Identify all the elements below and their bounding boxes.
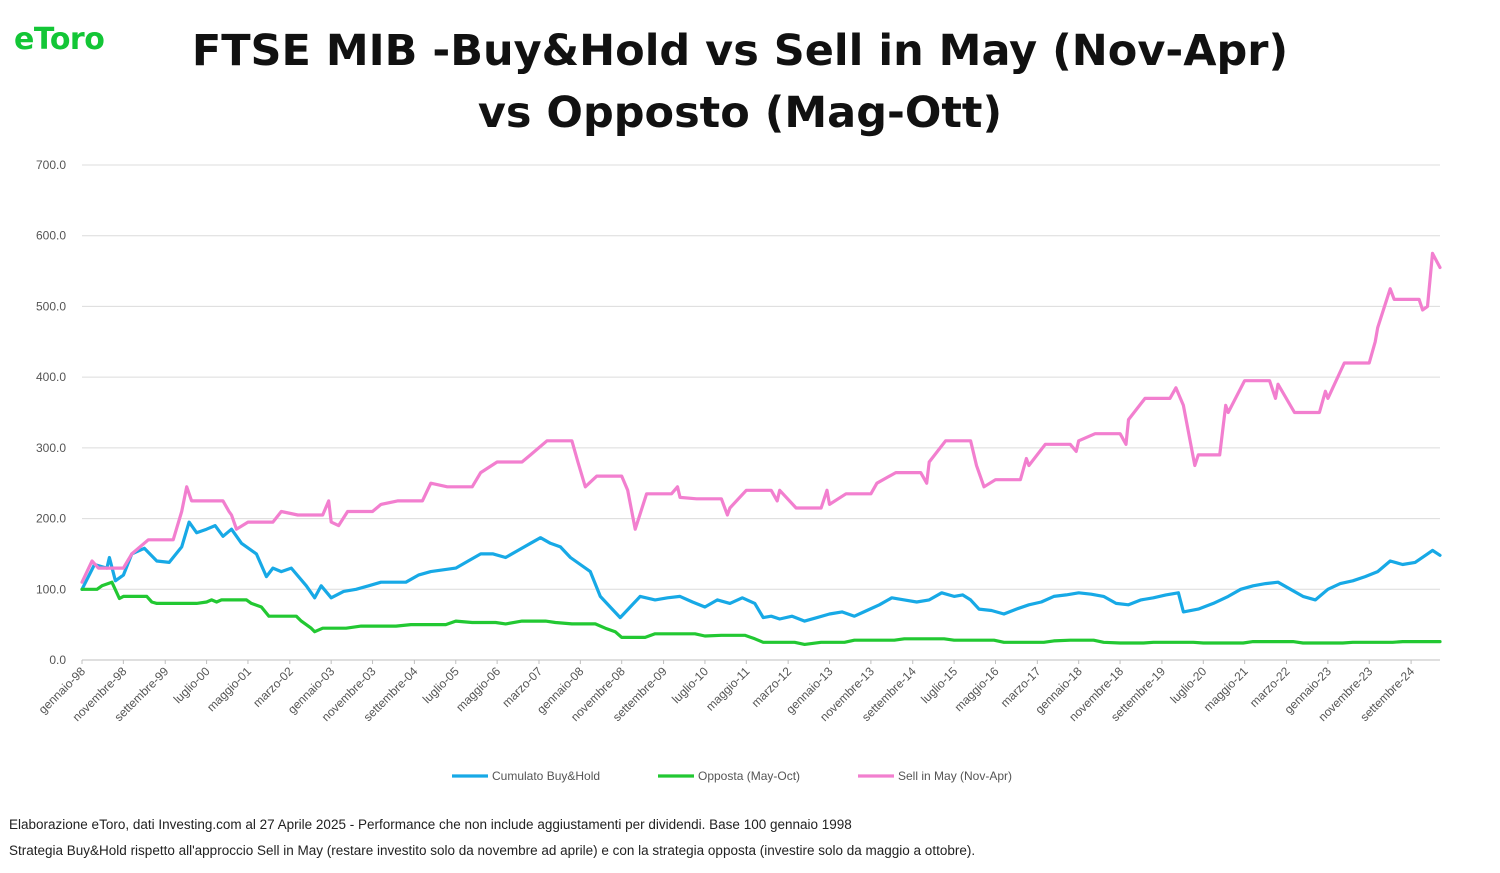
y-tick-label: 500.0 xyxy=(36,299,66,313)
x-tick-label: luglio-00 xyxy=(171,664,213,706)
gridlines xyxy=(82,164,1440,590)
x-tick-label: luglio-05 xyxy=(420,664,462,706)
x-tick-label: maggio-06 xyxy=(453,664,503,714)
x-tick-label: maggio-11 xyxy=(703,664,753,714)
x-tick-label: luglio-10 xyxy=(669,664,711,706)
footnote-source: Elaborazione eToro, dati Investing.com a… xyxy=(9,817,852,832)
legend: Cumulato Buy&Hold Opposta (May-Oct) Sell i… xyxy=(452,769,1012,783)
y-tick-label: 600.0 xyxy=(36,229,66,243)
y-axis: 0.0 100.0 200.0 300.0 400.0 500.0 600.0 700.0 xyxy=(36,158,1440,667)
footnote-description: Strategia Buy&Hold rispetto all'approcci… xyxy=(9,843,976,858)
y-tick-label: 700.0 xyxy=(36,158,66,172)
legend-label: Opposta (May-Oct) xyxy=(698,769,800,783)
y-tick-label: 0.0 xyxy=(49,653,66,667)
y-tick-label: 400.0 xyxy=(36,370,66,384)
legend-label: Sell in May (Nov-Apr) xyxy=(898,769,1012,783)
y-tick-label: 200.0 xyxy=(36,512,66,526)
y-tick-label: 100.0 xyxy=(36,582,66,596)
x-tick-label: luglio-15 xyxy=(918,664,960,706)
x-tick-label: maggio-16 xyxy=(952,664,1002,714)
y-tick-label: 300.0 xyxy=(36,441,66,455)
x-tick-label: maggio-01 xyxy=(204,664,254,714)
series-line-1 xyxy=(80,520,1442,623)
legend-label: Cumulato Buy&Hold xyxy=(492,769,600,783)
series-line-2 xyxy=(80,580,1442,646)
series-lines xyxy=(80,251,1442,646)
x-tick-label: maggio-21 xyxy=(1201,664,1251,714)
x-tick-label: luglio-20 xyxy=(1167,664,1209,706)
etoro-logo: eToro xyxy=(14,22,105,57)
series-line-3 xyxy=(80,251,1442,584)
chart-title: FTSE MIB -Buy&Hold vs Sell in May (Nov-A… xyxy=(191,26,1289,138)
